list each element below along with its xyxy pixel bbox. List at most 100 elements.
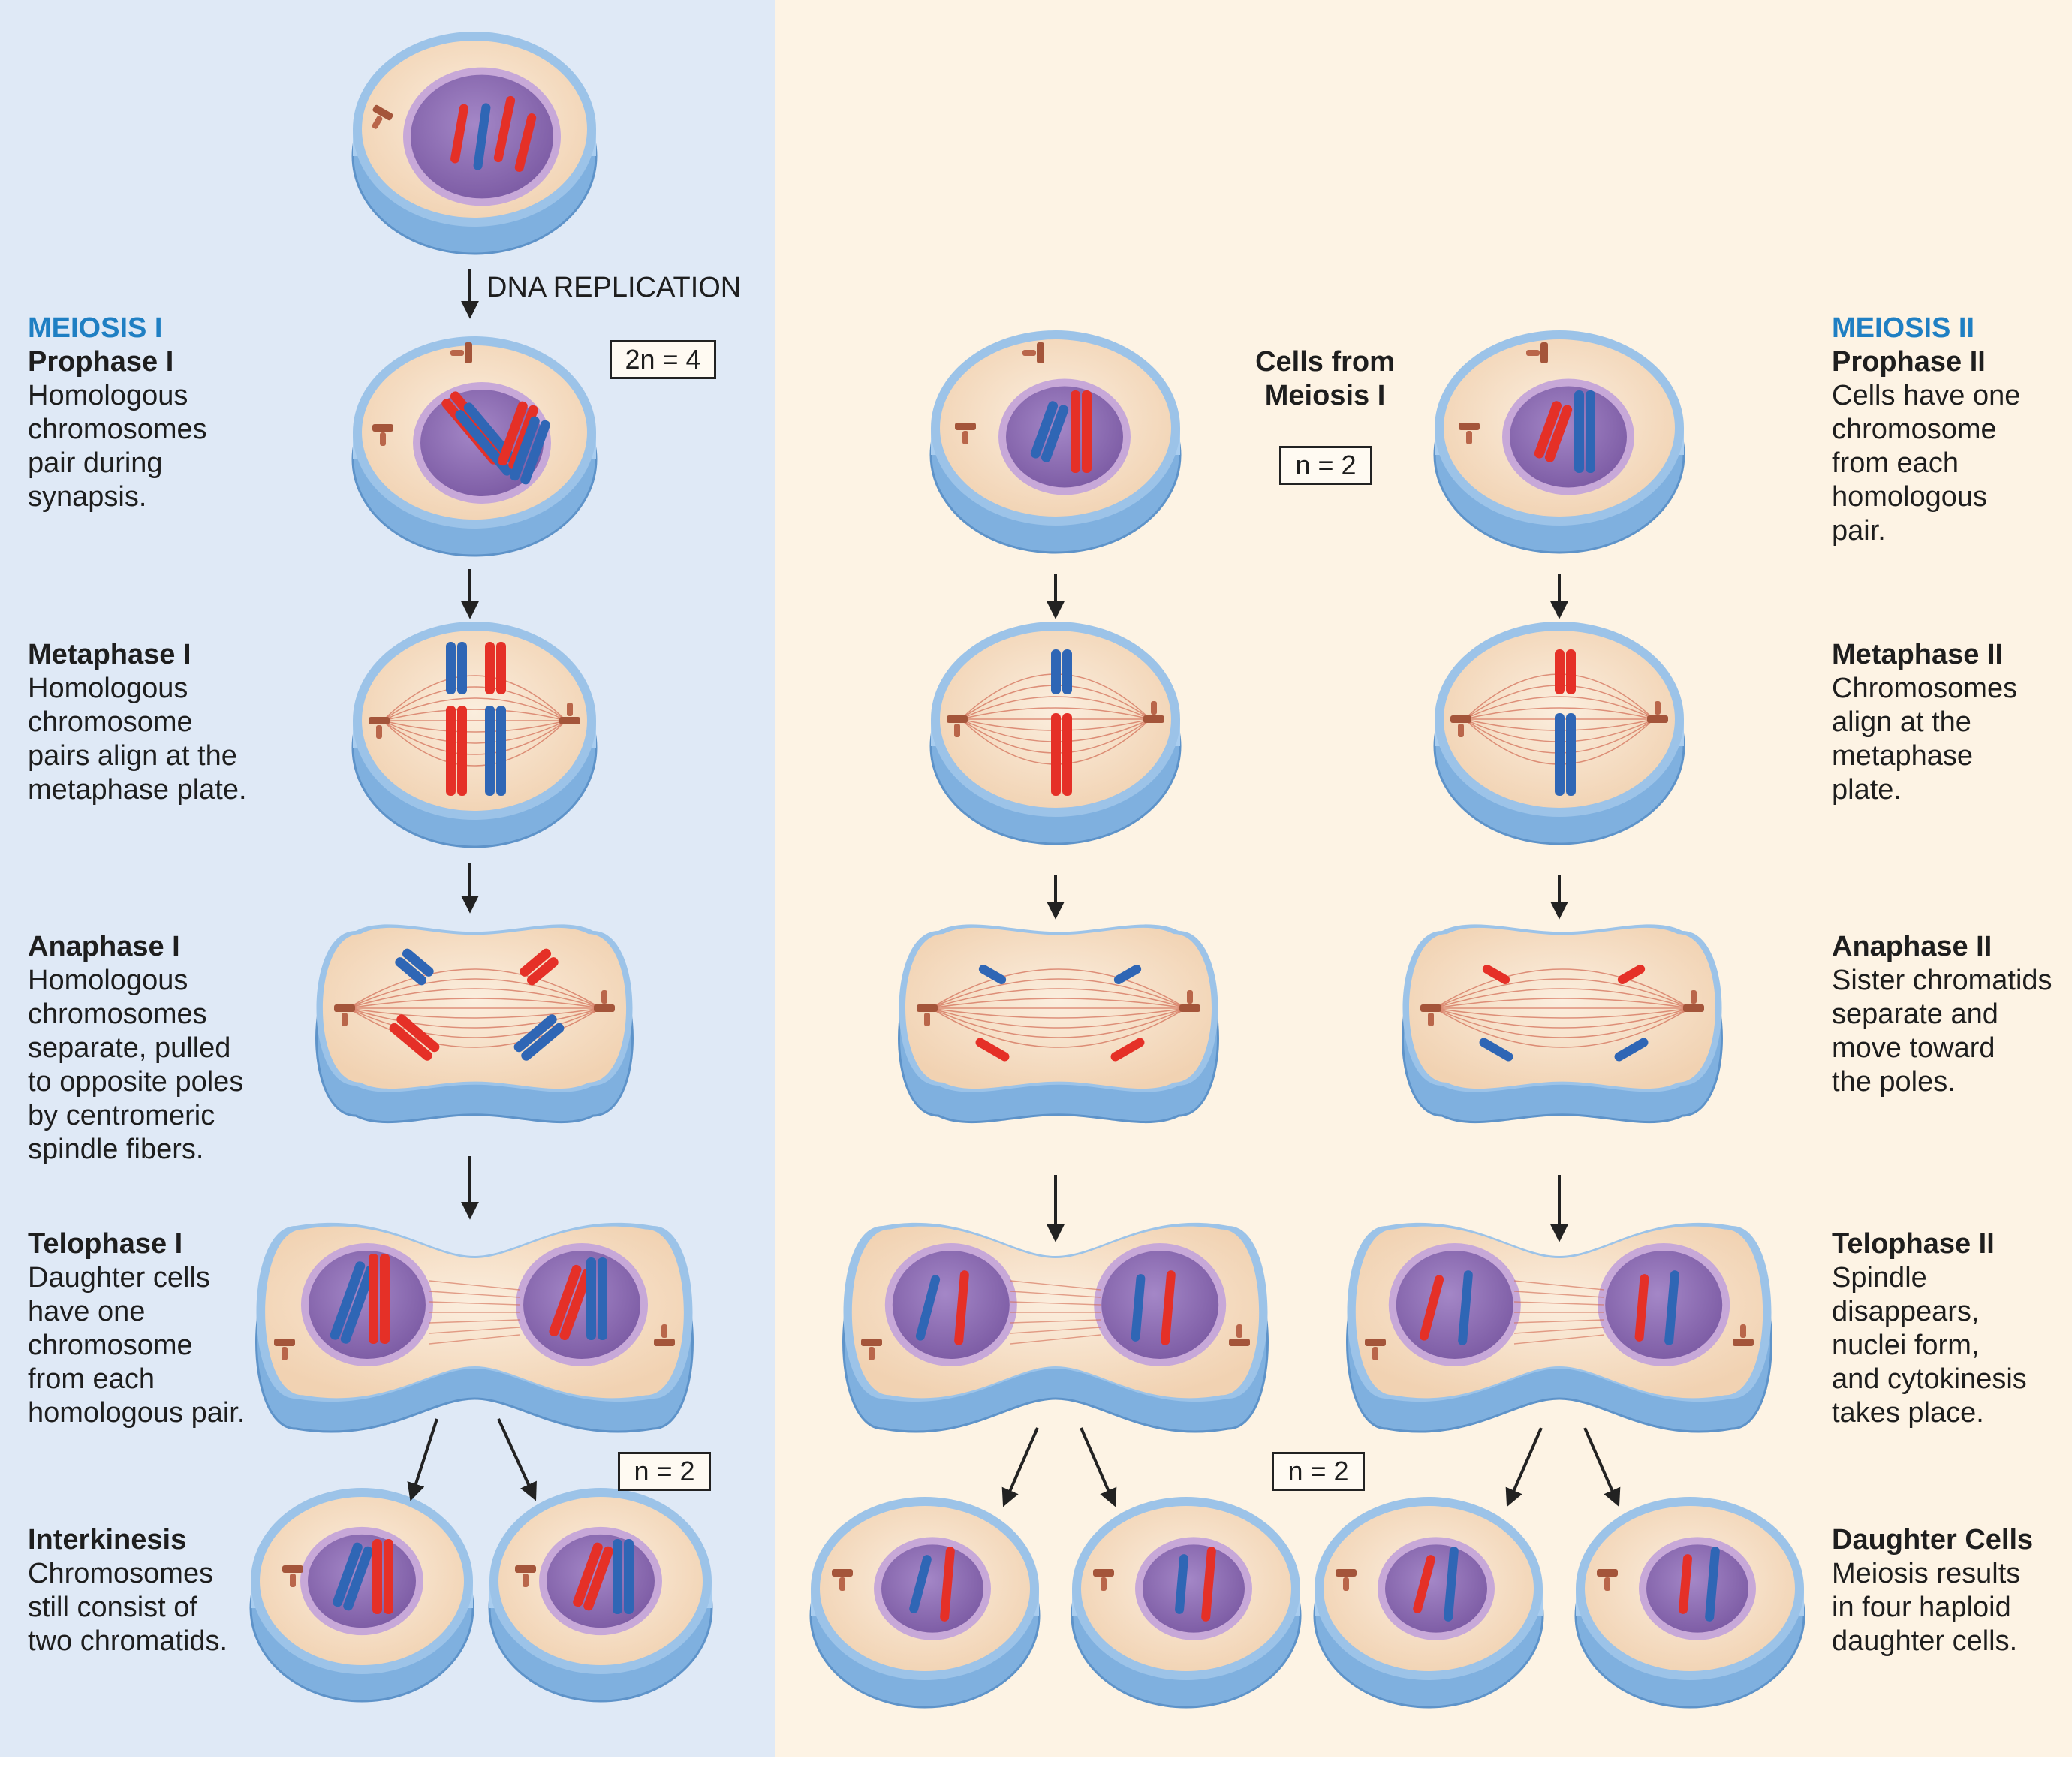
centriole-part <box>601 990 607 1004</box>
metaphase-i-cell <box>351 622 598 848</box>
chromatid <box>521 1023 565 1061</box>
chromatid <box>1566 649 1576 694</box>
chromosome <box>1175 1554 1188 1614</box>
centriole-part <box>369 717 390 724</box>
midbody-fiber <box>1010 1327 1101 1334</box>
centriole <box>1336 1569 1357 1591</box>
interkinesis-cell-right <box>488 1488 713 1703</box>
stage-description: Homologous chromosomes pair during synap… <box>28 380 207 513</box>
chromosome <box>909 1555 932 1613</box>
nucleus <box>1006 386 1123 488</box>
stage-description: Spindle disappears, nuclei form, and cyt… <box>1832 1262 2027 1429</box>
prophase-ii-cell <box>929 330 1182 554</box>
chromosome <box>1479 1038 1513 1062</box>
nucleus <box>523 1251 641 1359</box>
chromosome <box>954 1270 969 1345</box>
chromatid <box>1566 713 1576 796</box>
centriole-part <box>1420 1004 1441 1012</box>
centriole <box>832 1569 853 1591</box>
centriole <box>1647 701 1668 723</box>
spindle-fiber <box>382 720 567 755</box>
chromosome <box>514 113 537 172</box>
stage-label-telophase-i: Telophase I Daughter cells have one chro… <box>28 1227 245 1430</box>
chromatid <box>954 1270 969 1345</box>
midbody-fiber <box>1513 1301 1605 1306</box>
chromatid <box>496 642 506 694</box>
spindle-fiber <box>930 988 1187 1009</box>
dna-replication-label: DNA REPLICATION <box>486 272 742 303</box>
spindle-fiber <box>930 1007 1187 1019</box>
nucleus <box>881 1544 983 1633</box>
chromatid <box>1071 390 1080 473</box>
midbody-fiber <box>429 1301 520 1306</box>
centriole <box>1683 990 1704 1012</box>
nucleus <box>892 1251 1010 1359</box>
chromatid <box>1634 1274 1649 1342</box>
stage-label-anaphase-ii: Anaphase II Sister chromatids separate a… <box>1832 930 2052 1099</box>
centriole-part <box>342 1013 348 1026</box>
chromatid <box>1419 1275 1444 1341</box>
chromosome <box>1634 1274 1649 1342</box>
chromosome <box>1705 1547 1720 1622</box>
midbody-fiber <box>1010 1280 1101 1291</box>
daughter-cell <box>1313 1497 1544 1709</box>
centriole <box>955 423 976 444</box>
centriole-part <box>1236 1324 1242 1338</box>
flow-arrow <box>1001 1427 1039 1507</box>
centriole-part <box>1022 350 1036 356</box>
centriole-part <box>947 715 968 723</box>
midbody-fiber <box>429 1327 520 1334</box>
centriole <box>654 1324 675 1346</box>
spindle-fiber <box>960 707 1151 720</box>
spindle-fiber <box>1434 1007 1691 1029</box>
chromosome <box>485 642 506 694</box>
spindle-fiber <box>1434 1007 1691 1048</box>
centriole-part <box>1343 1577 1349 1591</box>
stage-description: Sister chromatids separate and move towa… <box>1832 965 2052 1098</box>
centriole-part <box>523 1574 529 1587</box>
nucleus <box>1510 386 1627 488</box>
stage-description: Meiosis results in four haploid daughter… <box>1832 1558 2021 1657</box>
chromatid <box>1555 713 1565 796</box>
chromosome <box>1534 401 1573 462</box>
chromosome <box>975 1038 1010 1062</box>
centriole-part <box>376 725 382 739</box>
spindle-fiber <box>382 686 567 721</box>
spindle-fiber <box>348 968 601 1009</box>
chromosome <box>450 104 468 164</box>
chromosome <box>1482 965 1510 984</box>
chromatid <box>513 1014 557 1053</box>
centriole-part <box>515 1565 536 1573</box>
chromatid <box>485 642 495 694</box>
chromosome <box>1617 965 1646 984</box>
nucleus <box>1396 1251 1513 1359</box>
spindle-fiber <box>382 675 567 721</box>
centriole-part <box>1372 1347 1378 1360</box>
centriole <box>1526 342 1548 363</box>
daughter-cell <box>1071 1497 1302 1709</box>
chromosome <box>1131 1274 1146 1342</box>
chromatid <box>1041 405 1069 462</box>
centriole-part <box>962 431 968 444</box>
stage-description: Chromosomes align at the metaphase plate… <box>1832 673 2018 806</box>
stage-description: Homologous chromosome pairs align at the… <box>28 673 247 806</box>
chromatid <box>340 1265 376 1344</box>
stage-title: Anaphase II <box>1832 931 1992 962</box>
chromatid <box>1201 1547 1216 1622</box>
chromosome <box>395 948 434 986</box>
chromosome <box>573 1542 613 1611</box>
spindle-fiber <box>1464 707 1655 720</box>
centriole-part <box>372 116 383 129</box>
chromosome <box>372 1539 393 1614</box>
centriole-part <box>1691 990 1697 1004</box>
centriole <box>274 1339 295 1360</box>
spindle-fiber <box>1434 988 1691 1009</box>
chromatid <box>940 1547 955 1622</box>
stage-title: Anaphase I <box>28 931 180 962</box>
chromatid <box>1482 965 1510 984</box>
chromatid <box>1479 1038 1513 1062</box>
centriole <box>1365 1339 1386 1360</box>
chromatid <box>493 95 516 163</box>
spindle-fiber <box>1434 1007 1691 1019</box>
chromatid <box>573 1542 603 1607</box>
